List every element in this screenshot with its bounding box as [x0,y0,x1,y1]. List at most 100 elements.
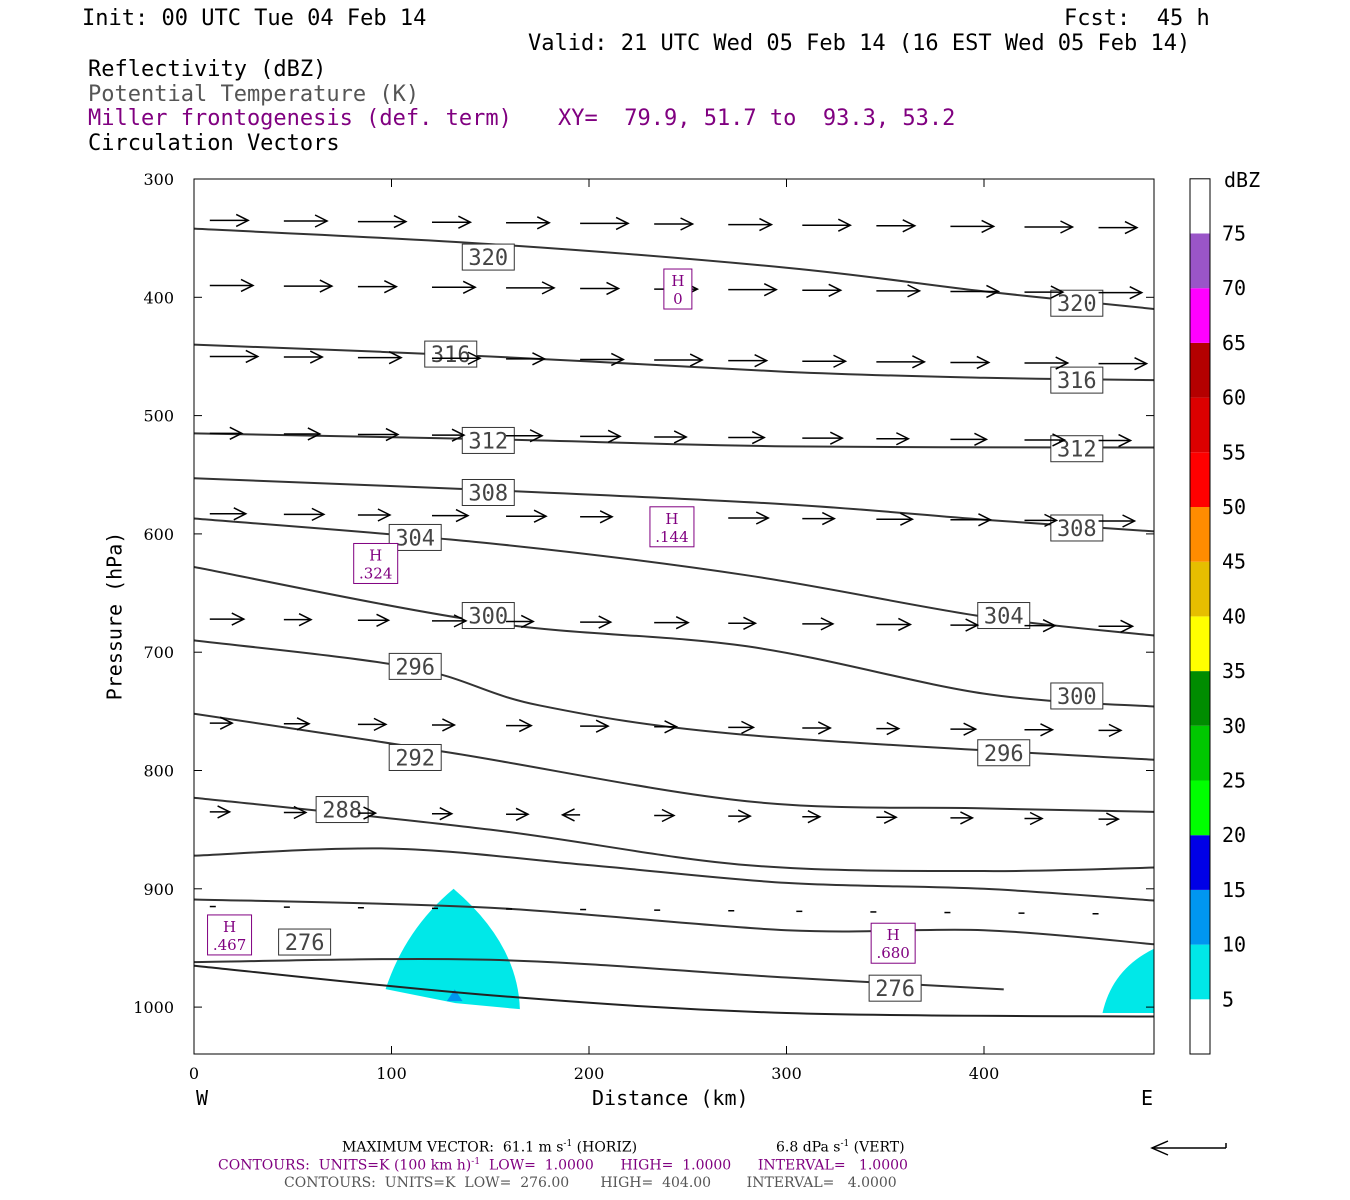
y-tick-label: 900 [143,880,174,899]
frontogenesis-max-marker: H0 [663,268,693,310]
x-tick-label: 100 [376,1064,407,1083]
circulation-vector [802,721,832,735]
vector-head [965,618,980,632]
vector-head [467,351,482,365]
vector-head [393,214,408,229]
theta-label-text: 320 [468,246,508,271]
circulation-vector [1024,220,1075,234]
circulation-vector [431,614,468,628]
vector-head [1029,811,1044,826]
vector-head [680,217,695,231]
colorbar-segment [1190,452,1210,507]
vector-head [833,354,848,368]
y-axis-title: Pressure (hPa) [102,531,127,701]
theta-label-text: 276 [875,977,915,1002]
circulation-vector [654,720,679,734]
theta-contour-312 [194,432,1154,449]
circulation-vector [506,281,556,295]
vector-head [314,214,329,228]
vector-head [837,218,852,232]
colorbar-segment [1190,507,1210,562]
vector-head [245,349,260,364]
theta-label-text: 296 [984,742,1024,767]
circulation-vector [209,426,244,441]
colorbar-level-label: 20 [1222,823,1246,847]
theta-label-box [388,743,442,771]
theta-label-text: 316 [1057,369,1097,394]
theta-label-text: 304 [984,605,1024,630]
vector-head [981,219,996,234]
theta-label-text: 292 [395,746,435,771]
circulation-vector [357,350,403,365]
colorbar-level-label: 75 [1222,222,1246,246]
vector-head [229,426,244,441]
theta-label-276: 276 [868,974,922,1002]
vector-head [455,508,470,523]
circulation-vector [876,810,898,824]
circulation-vector [431,280,477,294]
circulation-vector [876,219,917,233]
theta-contour-308 [194,477,1154,533]
vector-head [515,807,530,821]
circulation-vector [654,430,688,444]
colorbar-segment [1190,835,1210,890]
vector-head [615,216,630,231]
theta-label-text: 320 [1057,292,1097,317]
marker-high-label: H [671,272,684,290]
y-tick-label: 400 [143,288,174,307]
vector-head [383,279,399,294]
colorbar-segment [1190,288,1210,343]
circulation-vector [209,507,248,521]
circulation-vector [283,214,329,228]
circulation-vector [431,428,466,442]
circulation-vector [654,808,676,823]
circulation-vector [1024,723,1055,737]
circulation-vector [580,352,625,367]
vector-head [661,808,676,823]
marker-high-label: H [665,510,678,528]
frontogenesis-max-marker: H.467 [207,914,253,956]
circulation-vector [1024,513,1059,528]
circulation-vector [506,807,530,821]
vector-head [610,352,625,367]
vector-head [1060,220,1075,234]
colorbar-level-label: 35 [1222,659,1246,683]
theta-label-box [461,426,515,454]
circulation-vector [580,510,614,524]
circulation-vector [283,279,334,293]
circulation-vector [1024,433,1067,447]
vector-head [298,613,313,627]
vector-head [536,216,551,230]
colorbar-segment [1190,671,1210,726]
marker-value: .144 [655,528,688,546]
vector-head [829,431,844,445]
circulation-vector [950,722,978,736]
circulation-vector [1098,619,1135,633]
circulation-vector [506,614,535,629]
circulation-vector [283,350,324,364]
circulation-vector [876,512,915,526]
vector-head [1040,723,1055,737]
vector-head [1120,619,1135,633]
colorbar-segment [1190,999,1210,1054]
circulation-vector [283,613,313,627]
circulation-vector [728,720,756,735]
vector-head [1042,619,1057,633]
vector-head [311,507,326,522]
circulation-vector [728,217,774,232]
circulation-vector [209,349,260,364]
circulation-vector [1098,433,1133,448]
circulation-vector [580,615,613,629]
theta-contour-316 [194,343,1154,382]
x-right-end-label: E [1141,1086,1154,1110]
colorbar-level-label: 30 [1222,714,1246,738]
init-time: Init: 00 UTC Tue 04 Feb 14 [82,6,427,31]
theta-label-300: 300 [1050,682,1104,710]
theta-label-text: 276 [285,931,325,956]
colorbar-segment [1190,616,1210,672]
circulation-vector [950,618,980,632]
circulation-vector [1024,356,1070,370]
theta-label-316: 316 [424,340,478,368]
circulation-vector [506,352,547,366]
theta-contour-284 [194,847,1154,902]
